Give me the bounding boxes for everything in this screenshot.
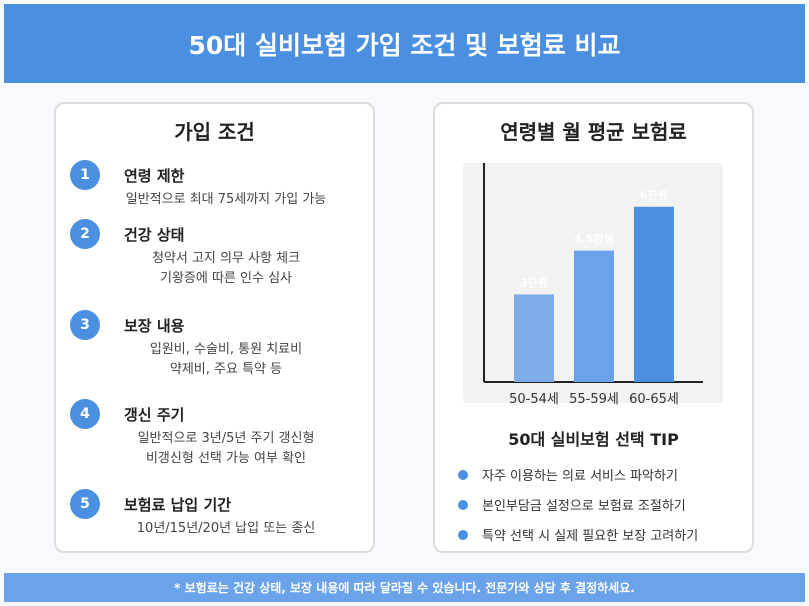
condition-desc: 입원비, 수술비, 통원 치료비 약제비, 주요 특약 등 bbox=[149, 342, 303, 377]
bar bbox=[634, 206, 674, 382]
step-number-badge: 3 bbox=[70, 310, 100, 340]
tip-item: 특약 선택 시 실제 필요한 보장 고려하기 bbox=[458, 525, 698, 544]
condition-desc: 청약서 고지 의무 사항 체크 기왕증에 따른 인수 심사 bbox=[151, 251, 301, 286]
bar bbox=[574, 250, 614, 382]
bullet-icon bbox=[458, 499, 468, 510]
step-number-badge: 5 bbox=[70, 489, 100, 519]
data-label: 3만원 bbox=[520, 275, 548, 289]
bullet-icon bbox=[458, 469, 468, 480]
condition-title: 연령 제한 bbox=[124, 167, 185, 185]
data-label: 4.5만원 bbox=[574, 232, 614, 246]
condition-title: 건강 상태 bbox=[124, 226, 185, 244]
x-tick-label: 55-59세 bbox=[569, 392, 619, 407]
page-header: 50대 실비보험 가입 조건 및 보험료 비교 bbox=[4, 4, 805, 83]
premium-bar-chart: 3만원 50-54세 4.5만원 55-59세 6만원 60-65세 bbox=[483, 163, 703, 407]
tip-item: 자주 이용하는 의료 서비스 파악하기 bbox=[458, 465, 678, 484]
condition-desc: 일반적으로 최대 75세까지 가입 가능 bbox=[125, 192, 327, 207]
bullet-icon bbox=[458, 529, 468, 540]
bar bbox=[514, 294, 554, 382]
tip-item: 본인부담금 설정으로 보험료 조절하기 bbox=[458, 495, 686, 514]
premium-title: 연령별 월 평균 보험료 bbox=[500, 120, 687, 144]
conditions-title: 가입 조건 bbox=[174, 120, 255, 144]
step-number-badge: 2 bbox=[70, 219, 100, 249]
page-title: 50대 실비보험 가입 조건 및 보험료 비교 bbox=[188, 30, 621, 60]
condition-title: 보장 내용 bbox=[124, 317, 185, 335]
condition-desc: 일반적으로 3년/5년 주기 갱신형 비갱신형 선택 가능 여부 확인 bbox=[137, 431, 315, 466]
x-tick-label: 60-65세 bbox=[629, 392, 679, 407]
footer-note: * 보험료는 건강 상태, 보장 내용에 따라 달라질 수 있습니다. 전문가와… bbox=[4, 573, 805, 602]
condition-title: 갱신 주기 bbox=[124, 406, 185, 424]
tips-title: 50대 실비보험 선택 TIP bbox=[508, 430, 679, 449]
data-label: 6만원 bbox=[640, 188, 668, 202]
condition-title: 보험료 납입 기간 bbox=[124, 496, 232, 514]
step-number-badge: 1 bbox=[70, 160, 100, 190]
x-tick-label: 50-54세 bbox=[509, 392, 559, 407]
step-number-badge: 4 bbox=[70, 399, 100, 429]
conditions-card: 가입 조건 1 연령 제한 일반적으로 최대 75세까지 가입 가능 2 건강 … bbox=[54, 102, 375, 553]
condition-desc: 10년/15년/20년 납입 또는 종신 bbox=[136, 521, 316, 536]
